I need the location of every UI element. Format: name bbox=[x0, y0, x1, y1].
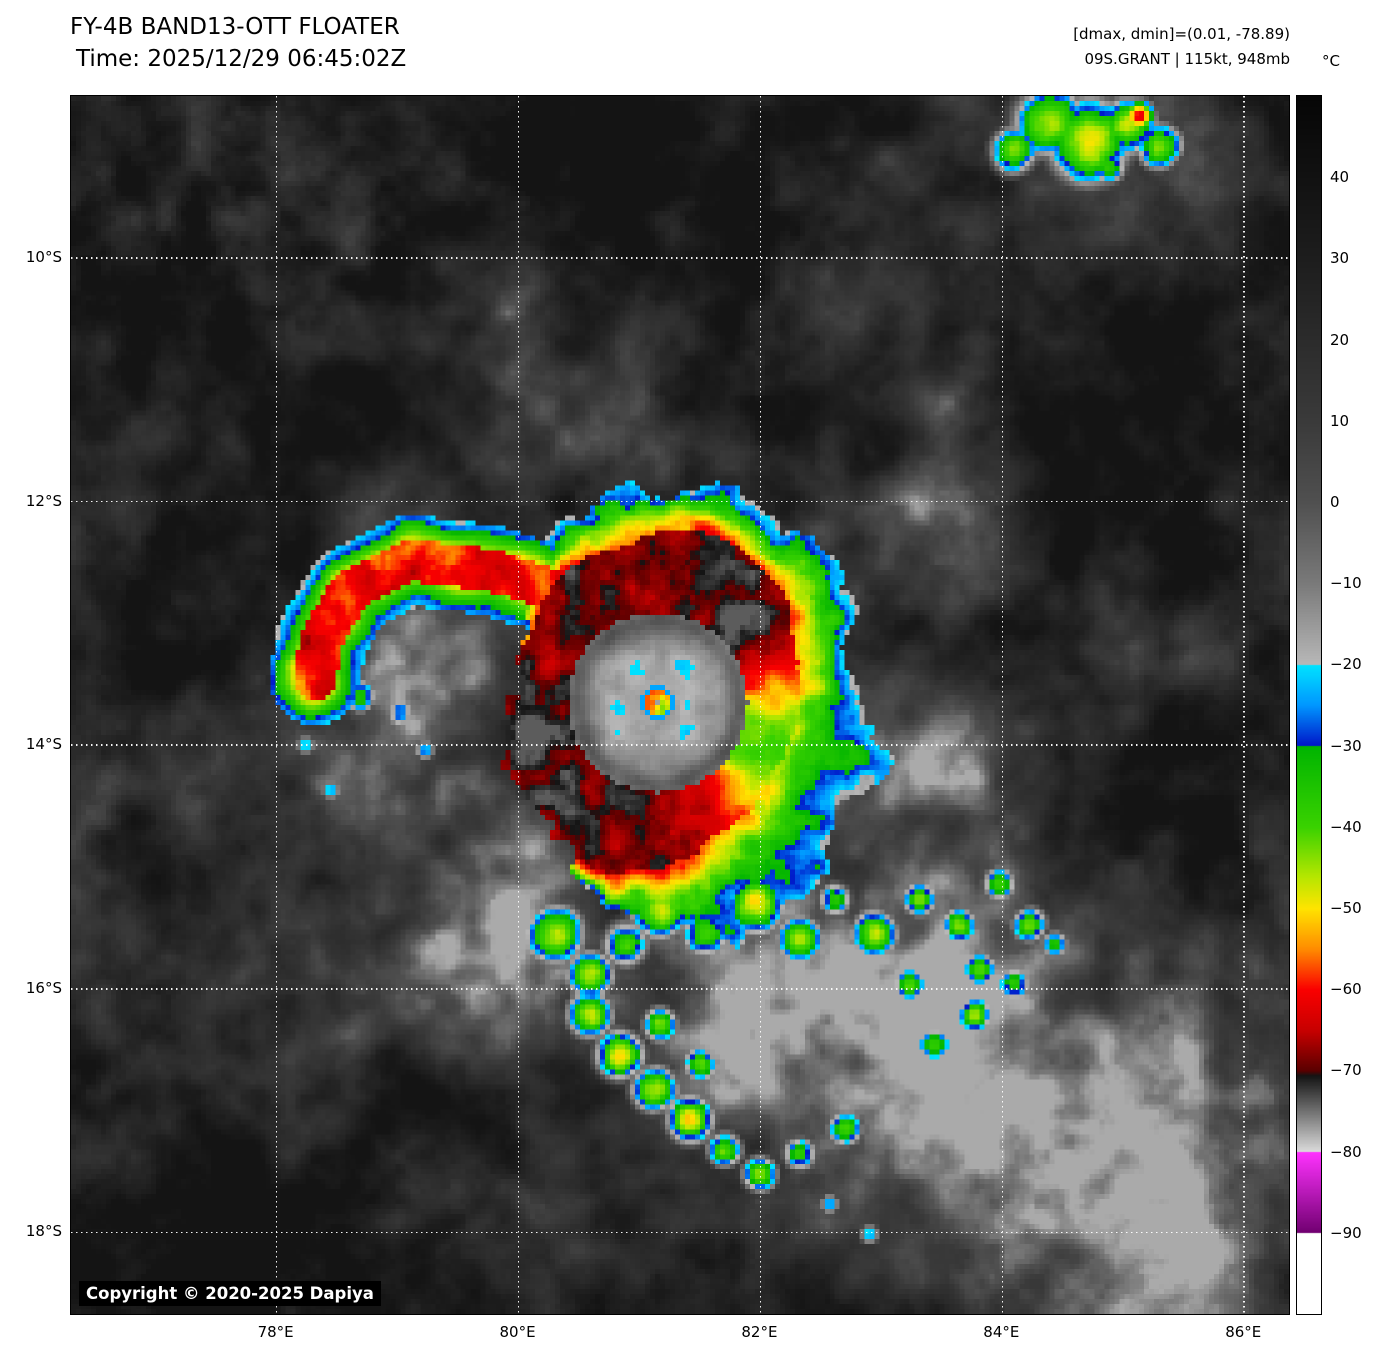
colorbar-tick-label: −90 bbox=[1330, 1223, 1362, 1242]
colorbar-tick-label: −20 bbox=[1330, 655, 1362, 674]
colorbar-gradient-canvas bbox=[1297, 96, 1321, 1314]
colorbar-tick-label: 20 bbox=[1330, 330, 1350, 349]
copyright-watermark: Copyright © 2020-2025 Dapiya bbox=[79, 1281, 381, 1306]
product-time: Time: 2025/12/29 06:45:02Z bbox=[76, 46, 407, 72]
colorbar-tick-label: −50 bbox=[1330, 899, 1362, 917]
colorbar-unit-label: °C bbox=[1322, 52, 1340, 70]
colorbar bbox=[1296, 95, 1322, 1315]
satellite-image-canvas bbox=[71, 96, 1289, 1314]
lat-tick-label: 18°S bbox=[25, 1222, 62, 1241]
dmax-dmin-readout: [dmax, dmin]=(0.01, -78.89) bbox=[1073, 25, 1290, 43]
product-title: FY-4B BAND13-OTT FLOATER bbox=[70, 14, 400, 40]
lat-tick-label: 14°S bbox=[25, 735, 62, 754]
lat-tick-label: 12°S bbox=[25, 491, 62, 510]
colorbar-tick-label: −70 bbox=[1330, 1061, 1362, 1080]
lon-tick-label: 82°E bbox=[741, 1323, 778, 1341]
colorbar-tick-label: 0 bbox=[1330, 493, 1340, 511]
colorbar-tick-label: 10 bbox=[1330, 411, 1350, 430]
lon-tick-label: 80°E bbox=[499, 1323, 536, 1341]
lat-tick-label: 16°S bbox=[25, 978, 62, 997]
header-readouts: [dmax, dmin]=(0.01, -78.89) 09S.GRANT | … bbox=[1073, 22, 1290, 72]
colorbar-tick-label: −40 bbox=[1330, 817, 1362, 836]
colorbar-tick-label: 40 bbox=[1330, 168, 1350, 187]
lat-tick-label: 10°S bbox=[25, 247, 62, 266]
lon-tick-label: 84°E bbox=[983, 1323, 1020, 1341]
colorbar-tick-label: −60 bbox=[1330, 980, 1362, 999]
colorbar-tick-label: 30 bbox=[1330, 249, 1350, 268]
storm-info-readout: 09S.GRANT | 115kt, 948mb bbox=[1084, 50, 1290, 68]
colorbar-tick-label: −80 bbox=[1330, 1142, 1362, 1161]
colorbar-tick-label: −30 bbox=[1330, 736, 1362, 755]
lon-tick-label: 78°E bbox=[257, 1323, 294, 1341]
lon-tick-label: 86°E bbox=[1225, 1323, 1262, 1341]
colorbar-tick-label: −10 bbox=[1330, 574, 1362, 593]
satellite-map: Copyright © 2020-2025 Dapiya bbox=[70, 95, 1290, 1315]
